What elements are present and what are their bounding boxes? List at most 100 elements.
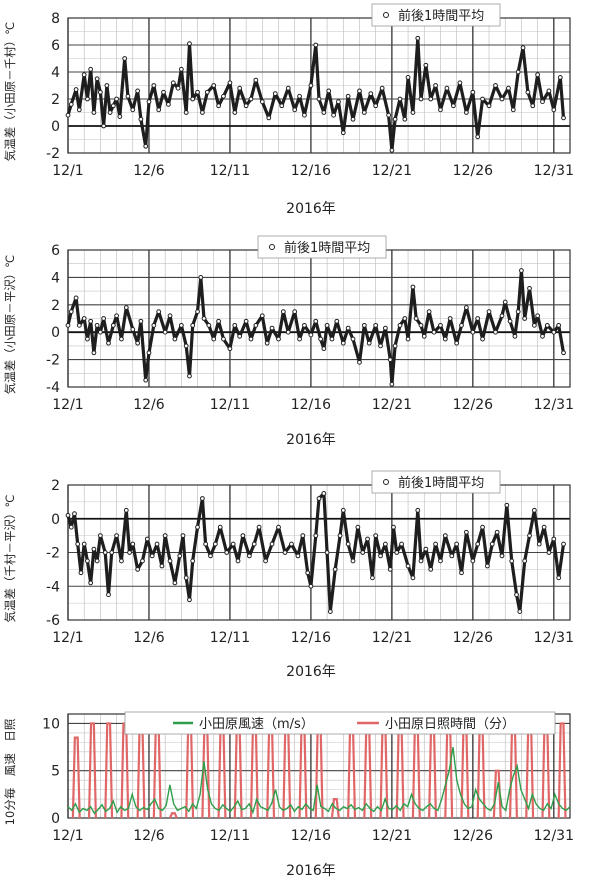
data-point (350, 558, 356, 564)
data-point (480, 524, 485, 530)
data-point (94, 322, 100, 328)
data-point (331, 112, 336, 118)
data-point (276, 336, 281, 342)
data-point (144, 536, 150, 542)
data-point (535, 313, 541, 319)
data-point (300, 533, 306, 539)
data-point (544, 322, 550, 328)
data-point (389, 147, 395, 153)
data-point (140, 558, 145, 564)
data-point (546, 550, 552, 555)
data-point (402, 316, 408, 321)
data-point (76, 107, 82, 113)
x-tick-label: 12/16 (291, 163, 331, 179)
data-point (212, 541, 218, 547)
data-point (340, 507, 346, 513)
data-point (444, 85, 450, 91)
x-tick-label: 12/16 (291, 397, 331, 413)
data-point (289, 541, 294, 547)
data-point (324, 550, 330, 555)
data-point (540, 333, 545, 339)
sunshine-series-segment (87, 722, 97, 819)
data-point (402, 116, 408, 122)
data-point (389, 381, 395, 387)
data-point (340, 130, 346, 136)
y-axis-label: 気温差（小田原－平沢）℃ (3, 255, 17, 394)
data-point (502, 299, 508, 305)
data-point (123, 507, 129, 513)
data-point (248, 336, 254, 342)
data-point (166, 102, 171, 107)
data-point (230, 541, 236, 547)
legend-label: 前後1時間平均 (284, 240, 370, 256)
data-point (355, 524, 361, 530)
data-point (130, 107, 136, 113)
data-point (499, 553, 505, 559)
data-point (109, 550, 115, 555)
data-point (329, 336, 335, 342)
x-tick-label: 12/11 (210, 828, 250, 844)
data-point (541, 524, 547, 530)
data-point (504, 502, 510, 508)
data-point (240, 533, 246, 539)
data-point (88, 318, 94, 324)
data-point (313, 42, 319, 48)
data-point (470, 329, 476, 335)
data-point (522, 316, 528, 321)
data-point (65, 512, 71, 518)
data-point (85, 336, 90, 342)
data-point (324, 322, 330, 328)
y-tick-label: -2 (46, 146, 60, 162)
data-point (433, 541, 438, 547)
data-point (302, 112, 307, 118)
data-point (256, 524, 262, 530)
data-point (138, 318, 144, 324)
x-tick-label: 12/1 (52, 163, 83, 179)
x-tick-label: 12/6 (133, 828, 165, 844)
data-point (97, 329, 103, 335)
data-point (410, 284, 416, 290)
data-point (106, 592, 111, 598)
data-point (382, 541, 388, 547)
data-point (81, 541, 87, 547)
data-point (480, 96, 485, 102)
data-point (327, 609, 333, 614)
x-tick-label: 12/6 (133, 163, 165, 179)
data-point (499, 96, 505, 102)
data-point (151, 83, 157, 88)
data-point (512, 333, 518, 339)
x-tick-label: 12/1 (52, 397, 83, 413)
data-point (68, 309, 74, 315)
data-point (285, 329, 291, 335)
sunshine-series-segment (330, 797, 340, 819)
data-point (200, 110, 205, 115)
data-point (373, 533, 379, 539)
data-point (190, 558, 196, 564)
data-point (183, 575, 189, 581)
data-point (161, 89, 166, 95)
data-point (269, 541, 275, 547)
data-point (237, 85, 243, 91)
data-point (561, 541, 566, 547)
data-point (190, 96, 196, 102)
data-point (410, 575, 416, 581)
data-point (345, 325, 351, 331)
data-point (282, 550, 288, 555)
data-point (470, 89, 476, 95)
x-tick-label: 12/31 (534, 630, 574, 646)
data-point (370, 575, 375, 581)
data-point (195, 89, 200, 95)
x-tick-label: 12/11 (210, 630, 250, 646)
data-point (457, 80, 463, 86)
data-point (135, 88, 141, 94)
data-point (493, 329, 498, 335)
legend-label-wind: 小田原風速（m/s） (199, 717, 314, 732)
data-point (449, 553, 455, 559)
data-point (101, 316, 107, 321)
y-tick-label: 0 (51, 512, 60, 528)
data-point (123, 305, 129, 310)
data-point (551, 107, 557, 113)
data-point (175, 85, 181, 91)
data-point (438, 107, 443, 113)
data-point (221, 336, 226, 342)
